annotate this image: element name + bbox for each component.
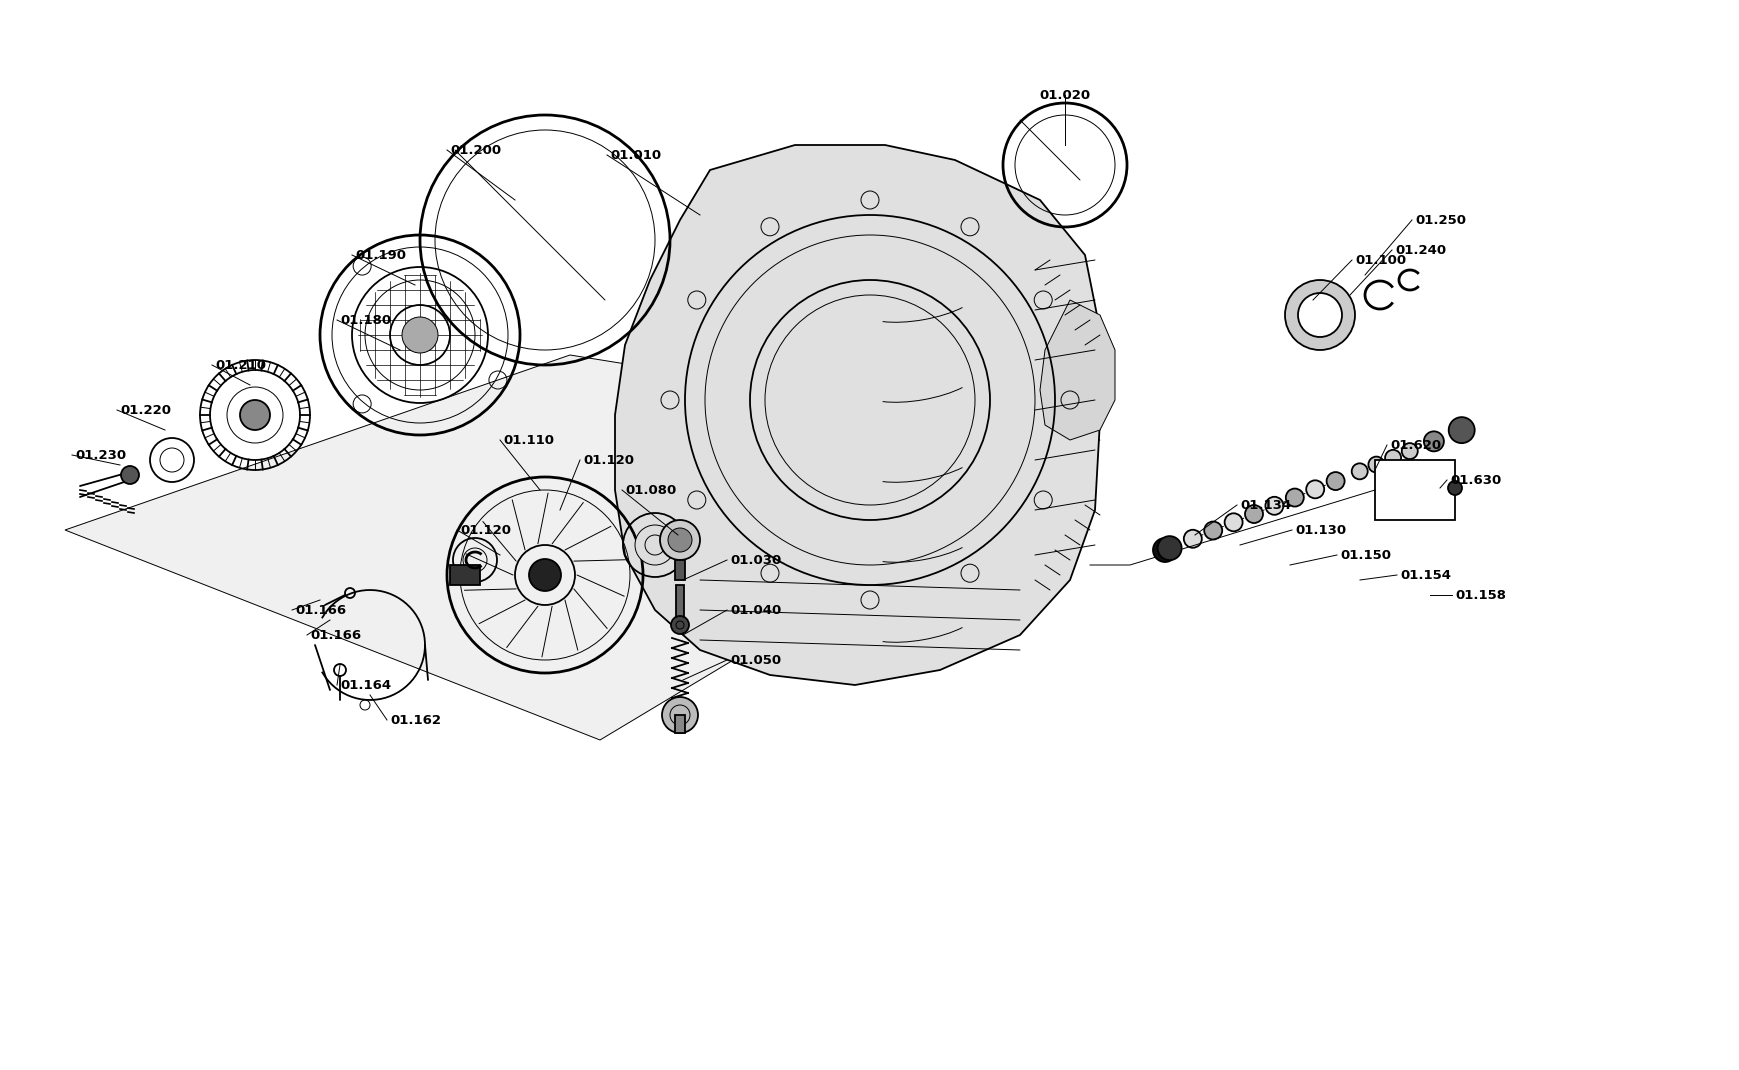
Text: 01.166: 01.166: [296, 603, 346, 616]
Text: 01.166: 01.166: [310, 628, 362, 642]
Circle shape: [1423, 431, 1443, 452]
Text: 01.120: 01.120: [459, 523, 511, 536]
Text: 01.154: 01.154: [1400, 568, 1450, 581]
Text: 01.630: 01.630: [1449, 474, 1501, 487]
Circle shape: [529, 559, 560, 591]
Circle shape: [1153, 538, 1176, 562]
Text: 01.190: 01.190: [355, 248, 405, 261]
Circle shape: [122, 467, 139, 484]
Circle shape: [1447, 482, 1461, 495]
Polygon shape: [614, 146, 1099, 685]
Text: 01.020: 01.020: [1038, 89, 1090, 102]
Text: 01.162: 01.162: [390, 714, 440, 727]
Text: 01.158: 01.158: [1454, 588, 1506, 601]
Circle shape: [1245, 505, 1263, 523]
Bar: [1374, 460, 1454, 520]
Circle shape: [1402, 443, 1417, 459]
Circle shape: [1264, 496, 1283, 515]
Text: 01.050: 01.050: [730, 654, 781, 667]
Polygon shape: [64, 355, 1099, 740]
Text: 01.200: 01.200: [450, 143, 501, 156]
Circle shape: [240, 400, 270, 430]
Text: 01.230: 01.230: [75, 448, 125, 461]
Text: 01.180: 01.180: [339, 314, 391, 326]
Text: 01.134: 01.134: [1240, 499, 1290, 511]
Text: 01.164: 01.164: [339, 678, 391, 691]
Circle shape: [1224, 514, 1242, 532]
Text: 01.030: 01.030: [730, 553, 781, 566]
Text: 01.250: 01.250: [1414, 214, 1466, 227]
Circle shape: [1449, 417, 1475, 443]
Circle shape: [1285, 280, 1355, 350]
Circle shape: [661, 697, 697, 733]
Circle shape: [1156, 536, 1181, 560]
Circle shape: [635, 525, 675, 565]
Text: 01.240: 01.240: [1395, 244, 1445, 257]
Circle shape: [659, 520, 699, 560]
Bar: [676, 585, 683, 623]
Circle shape: [1203, 521, 1221, 539]
Circle shape: [1285, 489, 1303, 506]
Polygon shape: [1040, 300, 1115, 440]
Bar: [675, 560, 685, 580]
Circle shape: [1183, 530, 1202, 548]
Text: 01.220: 01.220: [120, 403, 170, 416]
Bar: [675, 715, 685, 733]
Text: 01.210: 01.210: [216, 358, 266, 371]
Circle shape: [668, 528, 692, 552]
Text: 01.120: 01.120: [583, 454, 633, 467]
Circle shape: [1306, 480, 1323, 499]
Circle shape: [1351, 463, 1367, 479]
Text: 01.040: 01.040: [730, 603, 781, 616]
Circle shape: [1384, 449, 1400, 465]
Text: 01.010: 01.010: [610, 149, 661, 162]
Circle shape: [671, 616, 689, 635]
Text: 01.080: 01.080: [624, 484, 676, 496]
Circle shape: [402, 317, 438, 353]
Circle shape: [1325, 472, 1344, 490]
Text: 01.100: 01.100: [1355, 254, 1405, 266]
Circle shape: [1297, 293, 1341, 337]
Text: 01.620: 01.620: [1389, 439, 1440, 452]
Text: 01.130: 01.130: [1294, 523, 1346, 536]
Text: 01.150: 01.150: [1339, 549, 1389, 562]
Circle shape: [1367, 457, 1384, 473]
Text: 01.110: 01.110: [503, 433, 553, 446]
Bar: [450, 565, 480, 585]
